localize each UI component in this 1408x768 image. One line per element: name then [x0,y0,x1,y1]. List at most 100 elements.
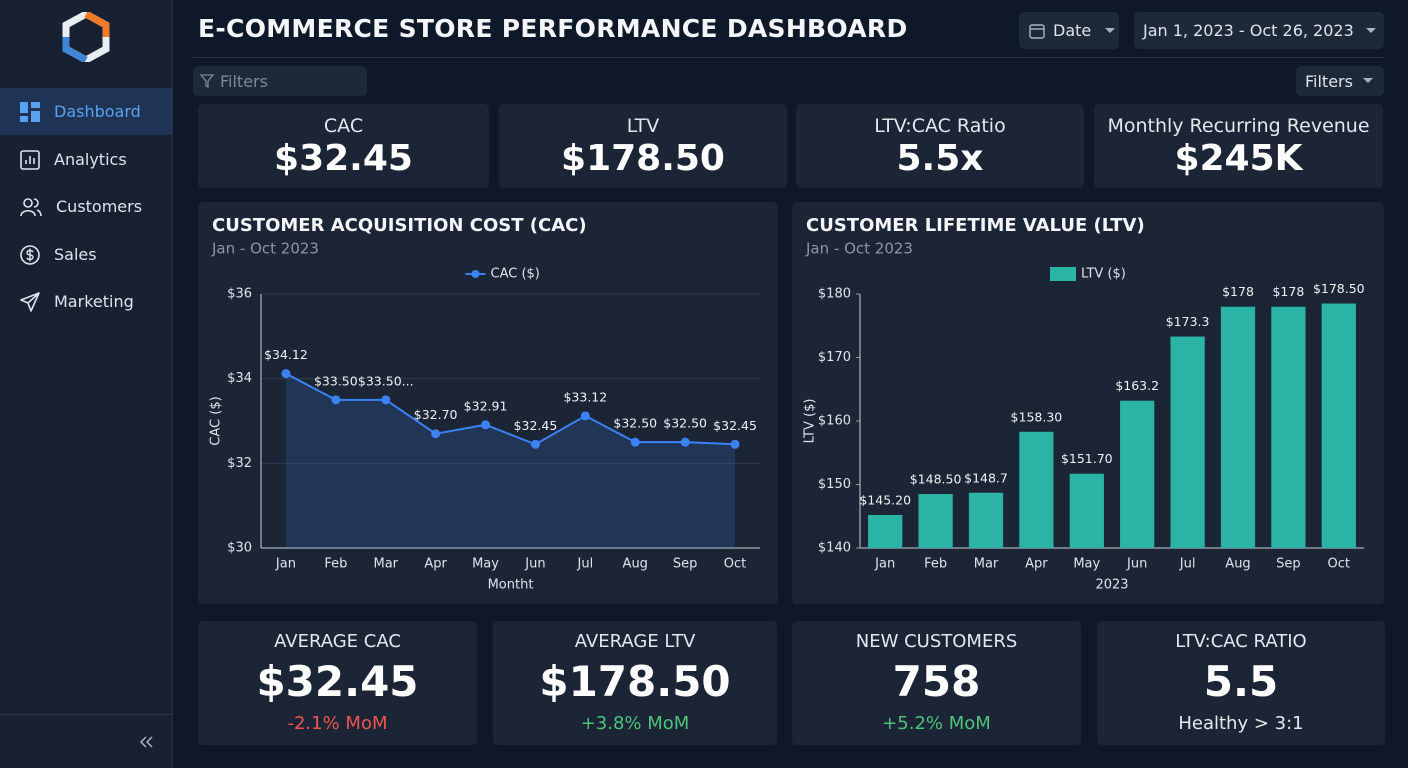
data-label: $32.70 [414,407,458,422]
y-tick-label: $34 [227,371,252,386]
summary-value: $32.45 [256,657,419,706]
x-tick-label: Jul [1179,557,1196,572]
x-tick-label: Aug [623,557,648,572]
bar [868,514,903,548]
divider [193,57,1384,58]
bar [1069,473,1104,548]
divider [0,714,173,715]
data-label: $178.50 [1313,281,1365,296]
x-tick-label: May [1073,557,1100,572]
point [331,395,341,405]
bar [1019,431,1054,548]
bar [968,492,1004,548]
data-label: $32.45 [713,418,757,433]
x-tick-label: Apr [1025,557,1048,572]
kpi-value: $178.50 [561,138,725,179]
nav-item[interactable]: Analytics [0,136,173,183]
data-label: $148.7 [964,470,1008,485]
chart: CUSTOMER ACQUISITION COST (CAC) Jan - Oct… [209,215,760,593]
nav-item[interactable]: Dashboard [0,88,173,135]
y-tick-label: $30 [227,541,252,556]
nav-label: Marketing [54,292,134,311]
filters-button[interactable]: Filters [1296,66,1384,96]
data-label: $32.50 [613,416,657,431]
legend-label: CAC ($) [491,267,540,282]
data-label: $32.50 [663,416,707,431]
button-label: Date [1053,21,1092,40]
data-label: $158.30 [1011,409,1063,424]
nav-item[interactable]: Customers [0,183,173,230]
point [381,395,391,405]
caret [1366,27,1376,33]
icon [20,197,42,216]
summary-value: 5.5 [1203,657,1279,706]
x-tick-label: Aug [1225,557,1250,572]
data-label: $148.50 [910,472,962,487]
summary-change: -2.1% MoM [287,713,388,734]
point [730,439,740,449]
summary-change: +3.8% MoM [580,713,690,734]
bar [918,494,953,548]
y-tick-label: $36 [227,287,252,302]
summary-card: AVERAGE CAC $32.45 -2.1% MoM [198,621,477,745]
data-label: $33.50... [358,373,414,388]
data-label: $145.20 [859,492,911,507]
y-tick-label: $180 [818,287,851,302]
y-tick-label: $170 [818,350,851,365]
kpi-card: LTV:CAC Ratio 5.5x [796,104,1084,188]
date-button[interactable]: Date [1019,12,1119,49]
point [481,420,491,430]
point [431,429,441,439]
summary-card: LTV:CAC RATIO 5.5 Healthy > 3:1 [1097,621,1385,745]
icon [20,101,40,122]
y-tick-label: $32 [227,456,252,471]
summary-value: $178.50 [539,657,731,706]
x-tick-label: Jul [577,557,594,572]
data-label: $33.12 [563,389,607,404]
y-tick-label: $140 [818,541,851,556]
x-tick-label: Jan [874,557,895,572]
nav-item[interactable]: Marketing [0,278,173,325]
select-label: Jan 1, 2023 - Oct 26, 2023 [1143,21,1354,40]
nav-item[interactable]: Sales [0,231,173,278]
y-axis-label: CAC ($) [209,396,224,445]
summary-change: Healthy > 3:1 [1178,713,1304,734]
x-tick-label: Sep [673,557,698,572]
kpi-label: LTV:CAC Ratio [874,115,1006,137]
data-label: $173.3 [1166,314,1210,329]
chart-card: CUSTOMER ACQUISITION COST (CAC) Jan - Oct… [198,202,778,604]
area [285,373,736,548]
chart-title: CUSTOMER ACQUISITION COST (CAC) [212,215,587,236]
button-label: Filters [1305,71,1353,91]
date-range-select[interactable]: Jan 1, 2023 - Oct 26, 2023 [1134,12,1384,49]
summary-value: 758 [892,657,981,706]
x-tick-label: Feb [924,557,947,572]
data-label: $163.2 [1115,378,1159,393]
line [285,372,736,446]
data-label: $178 [1222,284,1254,299]
summary-change: +5.2% MoM [882,713,991,734]
x-tick-label: Sep [1276,557,1301,572]
bar [1120,400,1155,548]
summary-card: NEW CUSTOMERS 758 +5.2% MoM [792,621,1081,745]
data-label: $151.70 [1061,451,1113,466]
filter-input[interactable]: Filters [193,66,367,96]
placeholder: Filters [220,71,268,91]
bar [1220,306,1256,548]
caret [1362,78,1373,83]
chart-card: CUSTOMER LIFETIME VALUE (LTV) Jan - Oct 2… [792,202,1384,604]
data-label: $32.91 [464,398,508,413]
kpi-label: Monthly Recurring Revenue [1107,115,1370,137]
point [680,437,690,447]
collapse-button[interactable] [139,736,155,748]
data-label: $33.50 [314,373,358,388]
x-tick-label: Jun [524,557,545,572]
page-title: E-COMMERCE STORE PERFORMANCE DASHBOARD [198,14,908,43]
chart-subtitle: Jan - Oct 2023 [805,240,913,258]
y-tick-label: $150 [818,477,851,492]
x-tick-label: Oct [1328,557,1350,572]
x-tick-label: May [472,557,499,572]
y-axis-label: LTV ($) [803,399,818,444]
